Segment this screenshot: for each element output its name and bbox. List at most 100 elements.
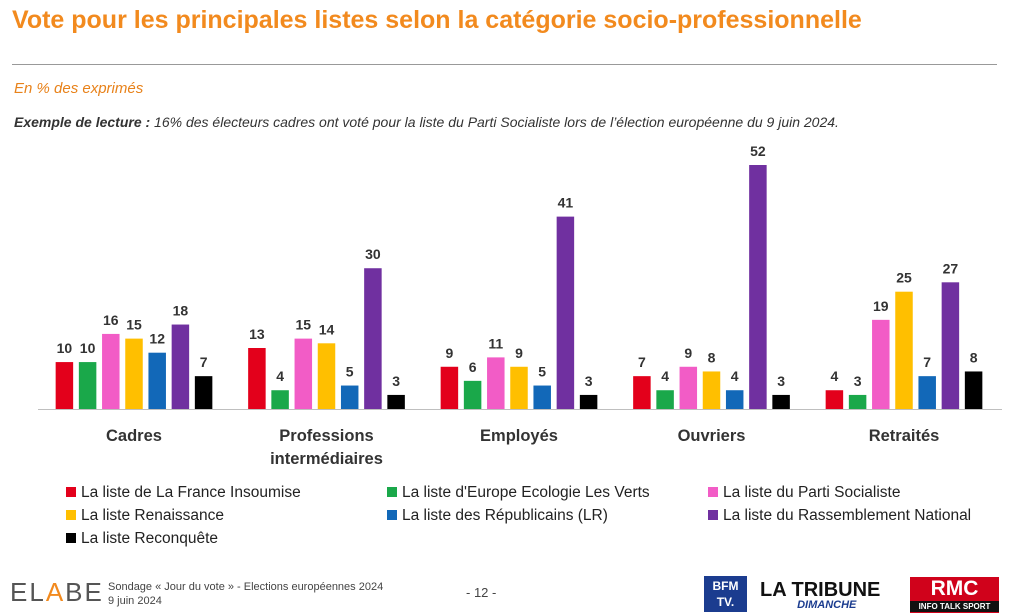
category-label: Ouvriers <box>678 427 746 445</box>
bar <box>125 338 143 409</box>
data-label: 10 <box>80 340 96 356</box>
legend-item: La liste du Parti Socialiste <box>708 484 900 502</box>
bfmtv-logo: BFM TV. <box>704 576 747 612</box>
bar <box>78 362 97 409</box>
bar <box>941 282 960 409</box>
data-label: 52 <box>750 143 766 159</box>
bar <box>248 348 266 409</box>
bar <box>825 390 844 409</box>
reading-label: Exemple de lecture : <box>14 114 151 130</box>
data-label: 41 <box>558 195 574 211</box>
bar <box>171 324 190 409</box>
bar <box>487 357 505 409</box>
category-label: Cadres <box>106 427 162 445</box>
data-label: 5 <box>538 364 546 380</box>
data-label: 30 <box>365 246 381 262</box>
bar <box>194 376 213 409</box>
page-title: Vote pour les principales listes selon l… <box>12 6 862 34</box>
data-label: 9 <box>515 345 523 361</box>
bar <box>510 366 528 409</box>
legend-swatch <box>66 510 76 520</box>
legend-label: La liste des Républicains (LR) <box>402 507 608 524</box>
category-label: Professions <box>279 427 373 445</box>
bar <box>725 390 744 409</box>
bar <box>55 362 74 409</box>
data-label: 11 <box>488 335 503 351</box>
legend-swatch <box>66 533 76 543</box>
data-label: 4 <box>831 368 839 384</box>
data-label: 27 <box>943 260 959 276</box>
rmc-logo: RMC INFO TALK SPORT <box>910 577 999 613</box>
legend-item: La liste Renaissance <box>66 507 224 525</box>
title-divider <box>12 64 997 65</box>
data-label: 3 <box>392 373 400 389</box>
legend-label: La liste Reconquête <box>81 530 219 547</box>
legend-item: La liste du Rassemblement National <box>708 507 971 525</box>
data-label: 4 <box>661 368 669 384</box>
legend-label: La liste d'Europe Ecologie Les Verts <box>402 484 650 501</box>
data-label: 3 <box>585 373 593 389</box>
data-label: 15 <box>126 317 142 333</box>
bar <box>102 333 120 409</box>
legend-swatch <box>708 510 718 520</box>
bar <box>918 376 936 409</box>
reading-example: Exemple de lecture : 16% des électeurs c… <box>14 114 839 130</box>
footer-survey-info: Sondage « Jour du vote » - Elections eur… <box>108 580 383 608</box>
data-label: 13 <box>249 326 265 342</box>
legend-item: La liste Reconquête <box>66 530 218 548</box>
la-tribune-logo: LA TRIBUNE DIMANCHE <box>760 579 881 611</box>
data-label: 18 <box>173 303 189 319</box>
data-label: 25 <box>896 270 912 286</box>
data-label: 8 <box>970 349 978 365</box>
bar <box>148 352 166 409</box>
data-label: 7 <box>200 354 208 370</box>
page-number: - 12 - <box>466 585 497 600</box>
bar <box>364 268 382 409</box>
bar <box>749 165 767 409</box>
bar <box>271 390 289 409</box>
bar <box>679 366 698 409</box>
data-label: 15 <box>296 317 312 333</box>
data-label: 10 <box>57 340 73 356</box>
data-label: 7 <box>923 354 931 370</box>
legend-swatch <box>387 510 397 520</box>
legend-swatch <box>387 487 397 497</box>
category-label: Retraités <box>869 427 940 445</box>
legend-swatch <box>66 487 76 497</box>
bar <box>579 394 598 409</box>
bar <box>533 385 551 409</box>
legend-label: La liste Renaissance <box>81 507 225 524</box>
bar <box>964 371 983 409</box>
category-label: Employés <box>480 427 558 445</box>
data-label: 19 <box>873 298 889 314</box>
reading-text: 16% des électeurs cadres ont voté pour l… <box>150 114 839 130</box>
legend-item: La liste de La France Insoumise <box>66 484 301 502</box>
date-line: 9 juin 2024 <box>108 595 162 607</box>
bar <box>440 366 459 409</box>
bar <box>340 385 359 409</box>
bar <box>702 371 721 409</box>
legend-item: La liste des Républicains (LR) <box>387 507 608 525</box>
legend-swatch <box>708 487 718 497</box>
data-label: 9 <box>684 345 692 361</box>
data-label: 4 <box>731 368 739 384</box>
data-label: 16 <box>103 312 119 328</box>
survey-line: Sondage « Jour du vote » - Elections eur… <box>108 581 384 593</box>
data-label: 9 <box>446 345 454 361</box>
bar <box>848 394 867 409</box>
legend-label: La liste de La France Insoumise <box>81 484 301 501</box>
data-label: 5 <box>346 364 354 380</box>
data-label: 4 <box>276 368 284 384</box>
data-label: 8 <box>708 349 716 365</box>
bar <box>633 376 651 409</box>
unit-note: En % des exprimés <box>14 80 144 97</box>
data-label: 6 <box>469 359 477 375</box>
legend-label: La liste du Parti Socialiste <box>723 484 901 501</box>
bar <box>556 216 575 409</box>
data-label: 7 <box>638 354 646 370</box>
bar <box>872 319 890 409</box>
bar <box>656 390 674 409</box>
category-label: intermédiaires <box>270 450 383 468</box>
bar <box>895 291 913 409</box>
